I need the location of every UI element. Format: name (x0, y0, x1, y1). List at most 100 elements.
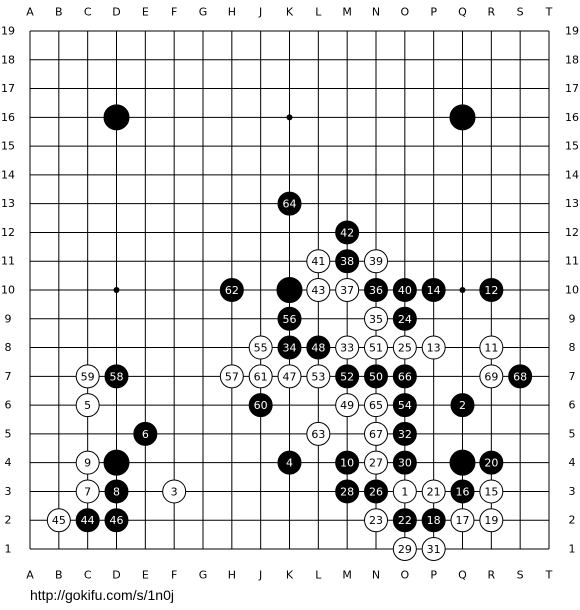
black-stone (392, 450, 417, 475)
black-stone (133, 421, 158, 446)
row-label: 9 (5, 312, 12, 325)
column-label: H (228, 569, 236, 582)
move-number: 65 (369, 399, 383, 412)
move-number: 63 (311, 428, 325, 441)
black-stone (364, 479, 388, 504)
row-label: 11 (565, 255, 579, 268)
star-point (286, 114, 293, 121)
move-number: 49 (340, 399, 354, 412)
row-label: 17 (565, 82, 579, 95)
white-stone (364, 335, 388, 360)
move-number: 44 (81, 514, 95, 527)
white-stone (364, 508, 388, 533)
black-stone (219, 278, 244, 302)
row-label: 2 (569, 514, 576, 527)
white-stone (479, 335, 504, 360)
move-number: 52 (340, 370, 354, 383)
row-label: 1 (5, 543, 12, 556)
white-stone (364, 450, 388, 475)
column-label: L (315, 6, 322, 19)
white-stone (75, 364, 100, 389)
move-number: 42 (340, 226, 354, 239)
move-number: 61 (254, 370, 268, 383)
black-stone (450, 479, 475, 504)
black-stone (508, 364, 533, 389)
move-number: 8 (113, 485, 120, 498)
column-label: N (372, 6, 380, 19)
move-number: 33 (340, 342, 354, 355)
row-label: 6 (5, 399, 12, 412)
white-stone (421, 335, 446, 360)
move-number: 14 (427, 284, 441, 297)
column-label: K (286, 6, 294, 19)
column-label: L (315, 569, 322, 582)
column-label: P (430, 6, 437, 19)
move-number: 35 (369, 313, 383, 326)
black-stone (335, 249, 360, 274)
move-number: 3 (171, 485, 178, 498)
white-stone (46, 508, 71, 533)
black-stone (392, 278, 417, 302)
black-stone (335, 220, 360, 245)
column-label: P (430, 569, 437, 582)
white-stone (421, 479, 446, 504)
column-label: F (171, 569, 177, 582)
white-stone (306, 421, 331, 446)
white-stone (75, 479, 100, 504)
move-number: 48 (311, 342, 325, 355)
row-label: 3 (5, 485, 12, 498)
move-number: 26 (369, 485, 383, 498)
row-label: 8 (569, 341, 576, 354)
white-stone (392, 335, 417, 360)
column-label: G (199, 6, 208, 19)
row-label: 7 (569, 370, 576, 383)
row-label: 18 (1, 53, 15, 66)
white-stone (306, 249, 331, 274)
column-label: B (55, 6, 63, 19)
column-label: D (112, 6, 120, 19)
row-label: 5 (5, 427, 12, 440)
move-number: 46 (110, 514, 124, 527)
move-number: 45 (52, 514, 66, 527)
move-number: 57 (225, 370, 239, 383)
move-number: 28 (340, 485, 354, 498)
star-point (459, 287, 466, 293)
black-stone (392, 393, 417, 418)
move-number: 31 (427, 543, 441, 556)
column-label: F (171, 6, 177, 19)
move-number: 24 (398, 313, 412, 326)
black-stone (276, 277, 303, 303)
column-label: G (199, 569, 208, 582)
url: http://gokifu.com/s/1n0j (30, 587, 174, 603)
row-label: 16 (565, 111, 579, 124)
row-label: 15 (565, 140, 579, 153)
move-number: 13 (427, 342, 441, 355)
white-stone (162, 479, 187, 504)
move-number: 6 (142, 428, 149, 441)
black-stone (479, 278, 504, 302)
column-label: E (142, 569, 149, 582)
move-number: 53 (311, 370, 325, 383)
row-label: 10 (565, 284, 579, 297)
column-label: H (228, 6, 236, 19)
move-number: 11 (484, 342, 498, 355)
white-stone (248, 335, 273, 360)
black-stone (306, 335, 331, 360)
move-number: 10 (340, 457, 354, 470)
move-number: 36 (369, 284, 383, 297)
black-stone (479, 450, 504, 475)
black-stone (449, 449, 476, 476)
move-number: 23 (369, 514, 383, 527)
move-number: 67 (369, 428, 383, 441)
black-stone (392, 421, 417, 446)
row-label: 3 (569, 485, 576, 498)
move-number: 59 (81, 370, 95, 383)
column-label: Q (458, 6, 467, 19)
column-label: D (112, 569, 120, 582)
white-stone (335, 278, 360, 302)
move-number: 66 (398, 370, 412, 383)
row-label: 10 (1, 284, 15, 297)
white-stone (277, 364, 302, 389)
move-number: 39 (369, 255, 383, 268)
row-label: 2 (5, 514, 12, 527)
